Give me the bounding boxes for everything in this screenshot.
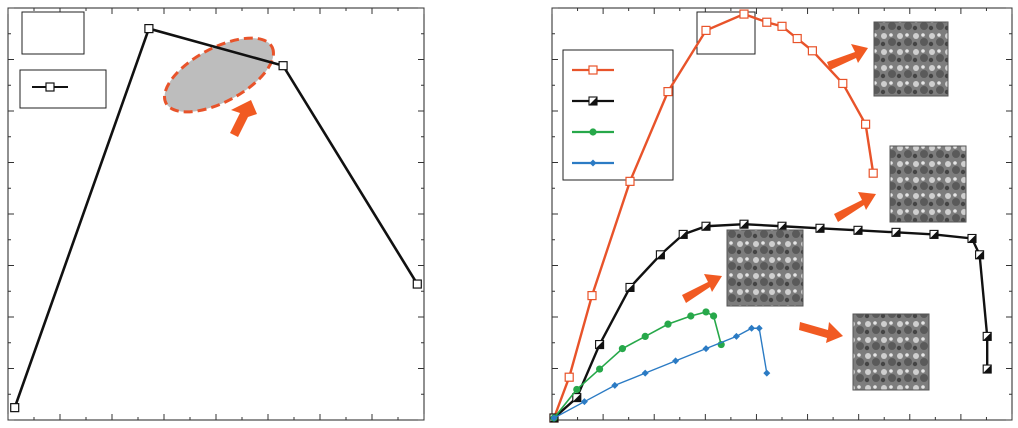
right-point-3-2 [611, 381, 619, 389]
right-point-0-7 [762, 17, 772, 27]
right-point-2-7 [702, 308, 710, 316]
right-title-box [696, 11, 756, 55]
right-point-1-10-fill [854, 226, 862, 235]
right-series-line-2 [553, 311, 722, 419]
right-point-1-7-fill [740, 220, 748, 229]
left-series-line-0 [13, 27, 419, 409]
right-point-1-4-fill [656, 250, 665, 259]
right-series-line-3 [553, 327, 768, 419]
right-point-0-9 [792, 33, 802, 44]
left-point-2 [278, 61, 288, 71]
right-point-0-12 [860, 119, 871, 129]
left-axis-ticks [7, 7, 425, 421]
highlight-arrow [230, 100, 257, 137]
legend-marker-0 [588, 65, 598, 75]
right-point-2-8 [710, 312, 718, 320]
right-point-3-4 [672, 357, 680, 365]
right-legend [562, 49, 674, 181]
sem-image-2 [889, 145, 967, 223]
right-point-1-11-fill [892, 228, 900, 237]
right-series [549, 9, 992, 423]
right-point-0-3 [625, 176, 635, 186]
right-chart [549, 7, 1013, 423]
right-point-0-2 [587, 291, 597, 301]
right-point-2-3 [618, 345, 627, 353]
right-point-1-1-fill [572, 393, 581, 402]
right-series-line-0 [552, 12, 875, 419]
right-point-3-1 [580, 398, 588, 406]
arrow-3 [682, 274, 722, 303]
left-legend-box [19, 69, 107, 109]
right-point-3-0 [550, 414, 558, 422]
right-point-1-5-fill [679, 230, 688, 239]
right-point-2-5 [664, 320, 672, 328]
right-point-3-3 [641, 369, 649, 377]
left-title-box [21, 11, 85, 55]
left-point-3 [412, 279, 422, 289]
right-point-1-14-fill [975, 250, 984, 259]
right-point-0-1 [564, 372, 574, 382]
sem-image-1 [873, 21, 949, 97]
right-point-0-6 [739, 9, 749, 19]
right-point-0-13 [868, 168, 878, 178]
sem-insets [726, 21, 967, 391]
right-point-0-5 [701, 25, 711, 35]
right-axis-ticks [551, 7, 1013, 421]
right-point-1-16-fill [983, 365, 992, 374]
right-legend-box [562, 49, 674, 181]
left-point-0 [10, 403, 20, 413]
right-point-1-2-fill [595, 340, 604, 349]
right-point-3-6 [732, 332, 740, 340]
left-series [10, 24, 422, 413]
sem-image-3 [726, 229, 804, 307]
arrow-4 [799, 322, 843, 343]
arrow-2 [834, 192, 876, 222]
right-point-1-9-fill [816, 224, 824, 233]
right-point-1-8-fill [778, 222, 786, 231]
inset-arrows [682, 44, 876, 343]
right-point-3-5 [702, 345, 710, 353]
right-point-2-4 [641, 332, 649, 340]
left-legend [19, 69, 107, 109]
right-point-1-13-fill [968, 234, 976, 243]
legend-marker-1-fill [589, 97, 597, 105]
right-point-3-9 [763, 369, 771, 377]
highlight-ellipse [163, 36, 275, 114]
right-point-2-1 [573, 385, 581, 394]
sem-image-4 [852, 313, 930, 391]
right-point-3-8 [755, 324, 763, 332]
legend-marker-3 [589, 159, 597, 167]
right-point-0-11 [838, 78, 848, 89]
right-point-3-7 [748, 324, 756, 332]
left-chart [7, 7, 425, 421]
right-point-1-3-fill [626, 283, 634, 292]
right-point-1-15-fill [983, 332, 992, 341]
right-point-2-2 [596, 365, 604, 373]
right-point-2-6 [687, 312, 695, 320]
right-point-0-10 [807, 46, 818, 56]
right-point-1-12-fill [930, 230, 938, 239]
right-point-0-8 [777, 21, 787, 31]
left-point-1 [144, 24, 154, 34]
legend-marker-2 [589, 128, 597, 136]
left-legend-marker [45, 82, 55, 92]
right-point-1-6-fill [702, 222, 710, 231]
arrow-1 [827, 44, 868, 70]
right-point-0-4 [663, 86, 673, 97]
